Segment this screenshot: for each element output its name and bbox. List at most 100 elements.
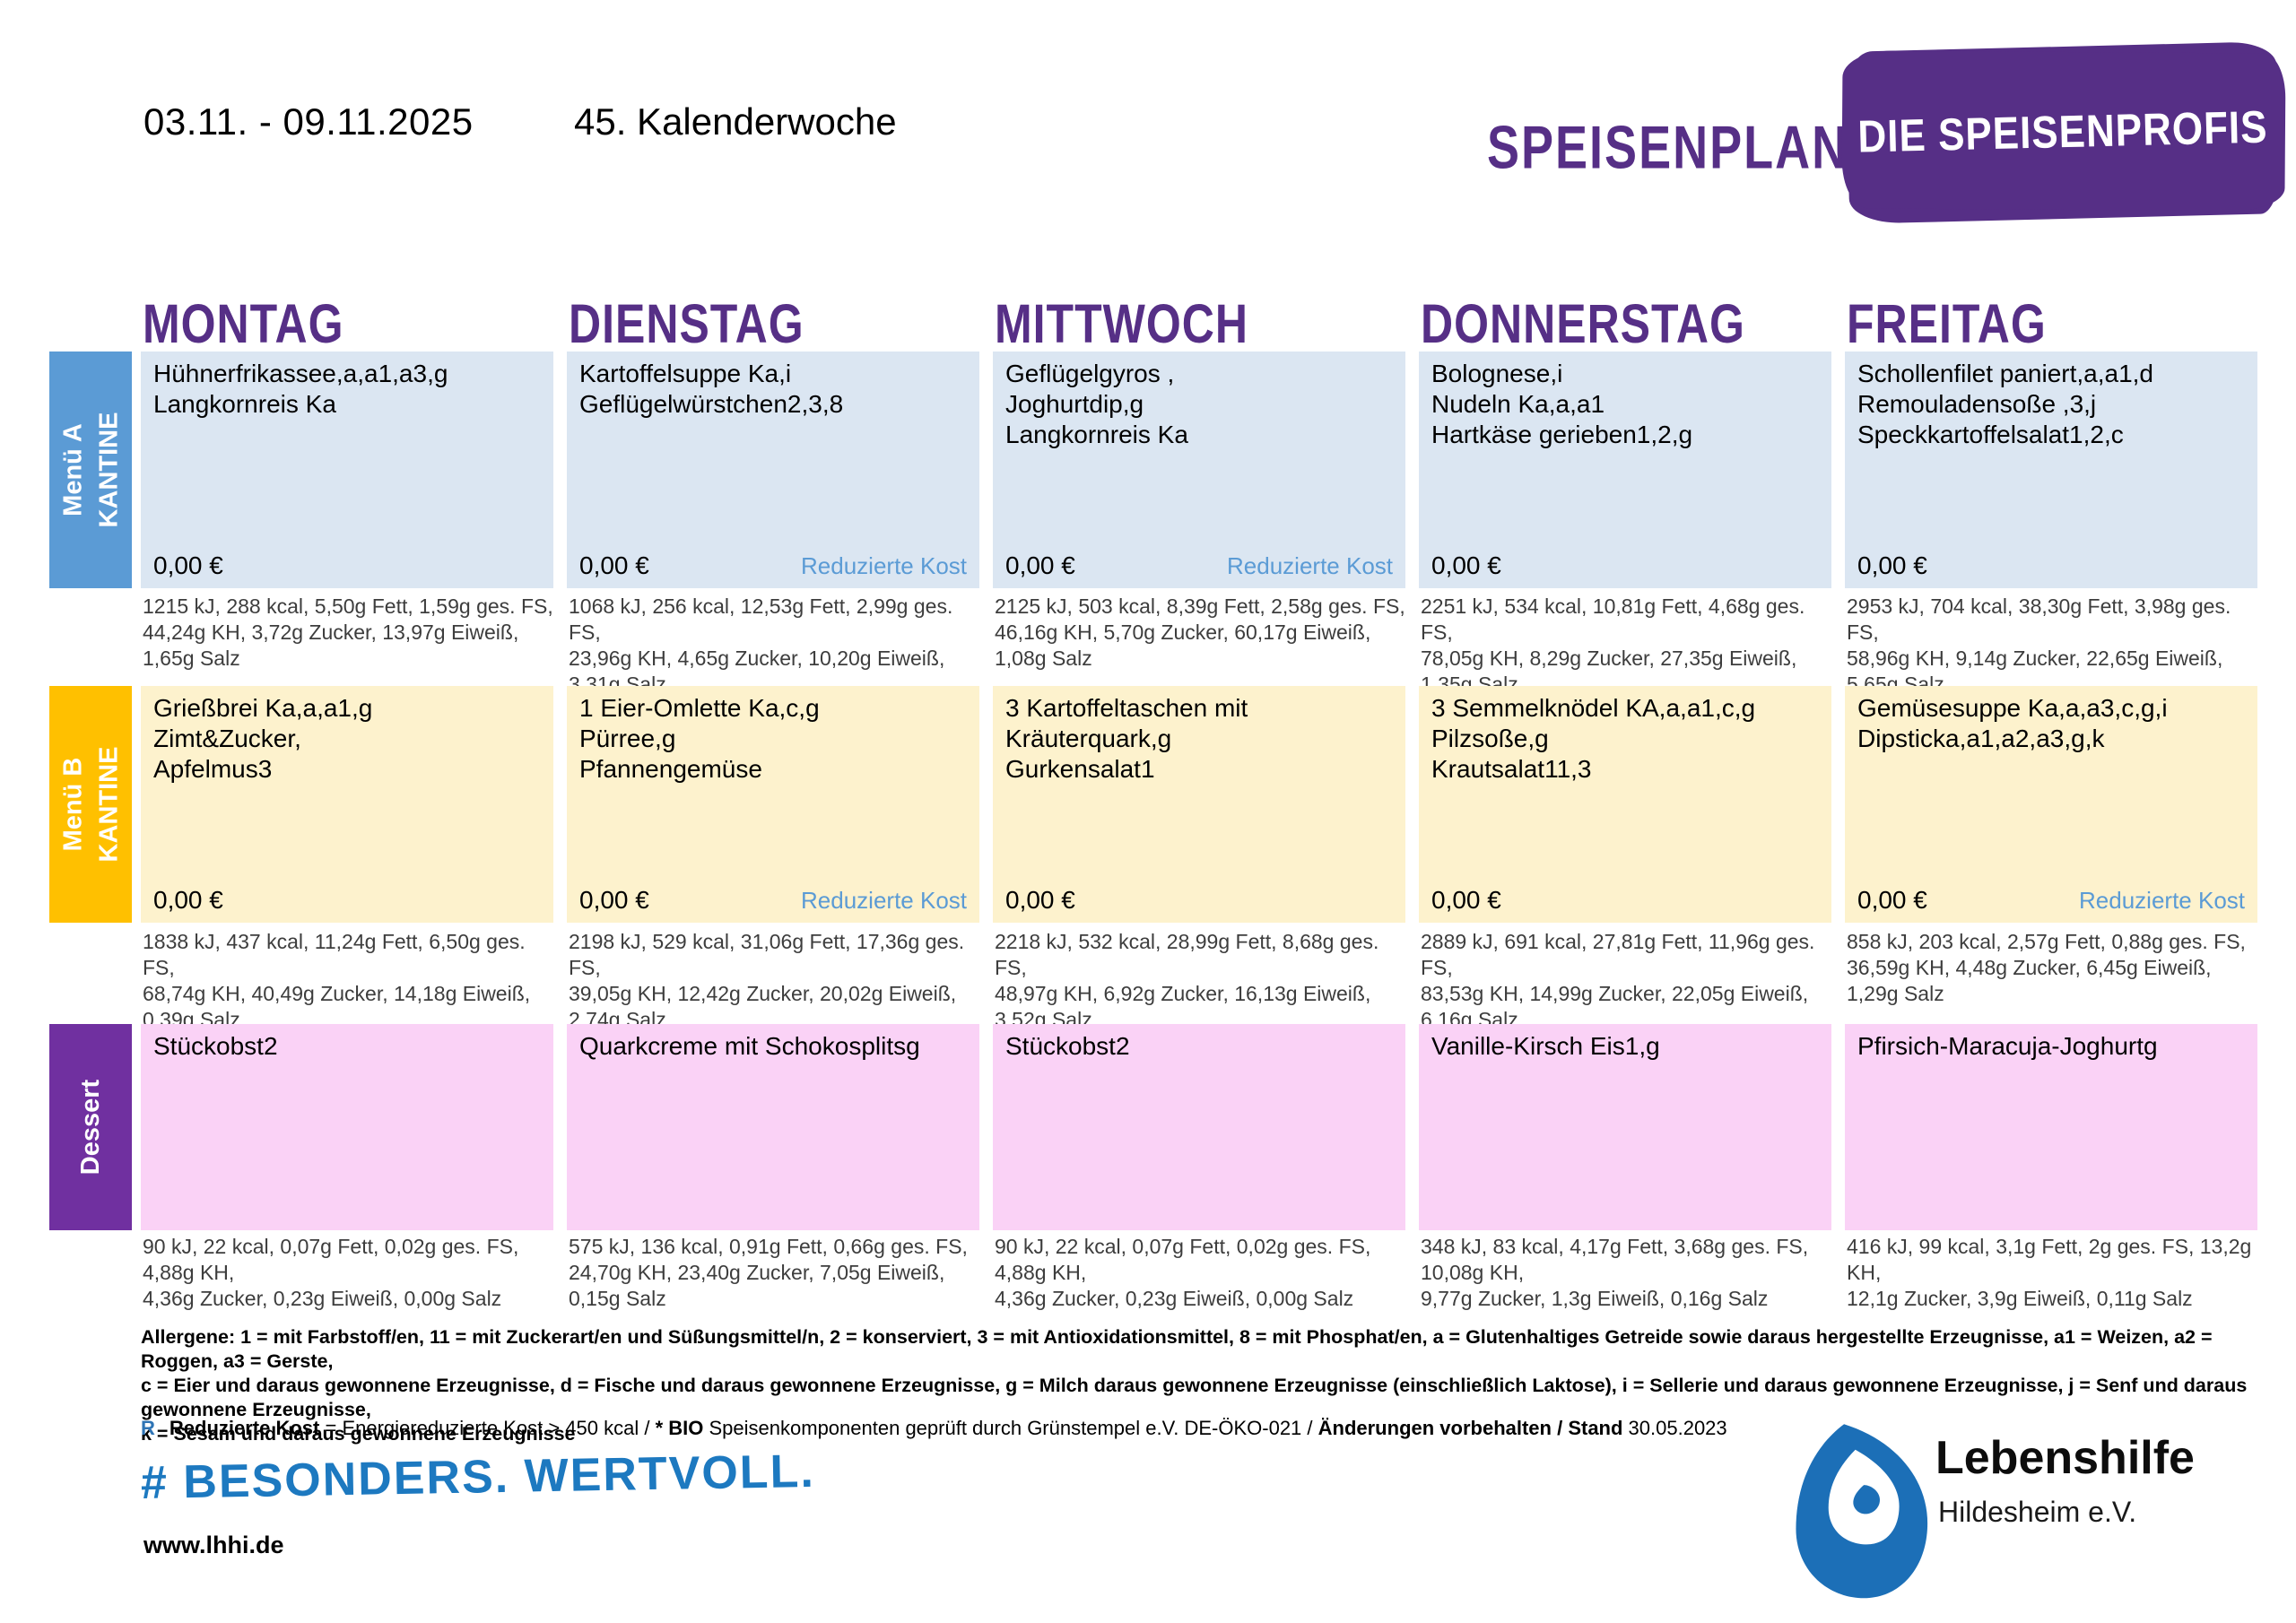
day-header: FREITAG — [1847, 293, 2047, 355]
nutrition-line: 2198 kJ, 529 kcal, 31,06g Fett, 17,36g g… — [569, 930, 965, 979]
nutrition-line: 1215 kJ, 288 kcal, 5,50g Fett, 1,59g ges… — [143, 595, 553, 618]
allergen-line: k = Sesam und daraus gewonnene Erzeugnis… — [141, 1423, 576, 1445]
nutrition-line: 2251 kJ, 534 kcal, 10,81g Fett, 4,68g ge… — [1421, 595, 1805, 644]
dessert-nutrition: 575 kJ, 136 kcal, 0,91g Fett, 0,66g ges.… — [569, 1234, 979, 1312]
nutrition-line: 44,24g KH, 3,72g Zucker, 13,97g Eiweiß, … — [143, 621, 519, 670]
allergen-legend: Allergene: 1 = mit Farbstoff/en, 11 = mi… — [141, 1325, 2266, 1446]
price: 0,00 € — [1857, 886, 1927, 914]
nutrition-line: 90 kJ, 22 kcal, 0,07g Fett, 0,02g ges. F… — [143, 1235, 519, 1284]
row-label-dessert: Dessert — [49, 1024, 132, 1230]
reduced-kost-note: R Reduzierte Kost = Energiereduzierte Kos… — [141, 1417, 1727, 1440]
price: 0,00 € — [579, 551, 649, 579]
nutrition-line: 2889 kJ, 691 kcal, 27,81g Fett, 11,96g g… — [1421, 930, 1815, 979]
menu-a-cell: Schollenfilet paniert,a,a1,d Remouladens… — [1845, 352, 2257, 588]
dish-line: Pürree,g — [579, 725, 676, 752]
dessert-nutrition: 90 kJ, 22 kcal, 0,07g Fett, 0,02g ges. F… — [143, 1234, 553, 1312]
menu-b-nutrition: 858 kJ, 203 kcal, 2,57g Fett, 0,88g ges.… — [1847, 929, 2257, 1007]
menu-a-nutrition: 1215 kJ, 288 kcal, 5,50g Fett, 1,59g ges… — [143, 594, 553, 672]
dish-line: Bolognese,i — [1431, 360, 1563, 387]
day-header: DONNERSTAG — [1421, 293, 1745, 355]
row-label-menu-a-line1: Menü A — [58, 423, 88, 516]
row-label-menu-a-line2: KANTINE — [94, 412, 124, 528]
dish-line: Vanille-Kirsch Eis1,g — [1431, 1032, 1660, 1060]
price: 0,00 € — [1857, 551, 1927, 579]
menu-b-cell: 3 Kartoffeltaschen mit Kräuterquark,g Gu… — [993, 686, 1405, 923]
note-text: = Energiereduzierte Kost > 450 kcal / — [319, 1417, 656, 1439]
day-column-donnerstag: DONNERSTAG Bolognese,i Nudeln Ka,a,a1 Ha… — [1419, 293, 1831, 1312]
day-header: DIENSTAG — [569, 293, 804, 355]
nutrition-line: 36,59g KH, 4,48g Zucker, 6,45g Eiweiß, 1… — [1847, 956, 2212, 1005]
day-column-montag: MONTAG Hühnerfrikassee,a,a1,a3,g Langkor… — [141, 293, 553, 1312]
menu-a-cell: Hühnerfrikassee,a,a1,a3,g Langkornreis K… — [141, 352, 553, 588]
menu-b-nutrition: 1838 kJ, 437 kcal, 11,24g Fett, 6,50g ge… — [143, 929, 553, 1033]
dessert-cell: Stückobst2 — [141, 1024, 553, 1230]
nutrition-line: 416 kJ, 99 kcal, 3,1g Fett, 2g ges. FS, … — [1847, 1235, 2252, 1284]
day-header: MONTAG — [143, 293, 344, 355]
dish-line: Pfannengemüse — [579, 755, 762, 783]
row-label-menu-a: Menü A KANTINE — [49, 352, 132, 588]
menu-a-nutrition: 2251 kJ, 534 kcal, 10,81g Fett, 4,68g ge… — [1421, 594, 1831, 698]
dessert-nutrition: 416 kJ, 99 kcal, 3,1g Fett, 2g ges. FS, … — [1847, 1234, 2257, 1312]
nutrition-line: 2953 kJ, 704 kcal, 38,30g Fett, 3,98g ge… — [1847, 595, 2231, 644]
day-column-freitag: FREITAG Schollenfilet paniert,a,a1,d Rem… — [1845, 293, 2257, 1312]
price-row: 0,00 € Reduzierte Kost — [579, 885, 967, 916]
dish-line: 3 Kartoffeltaschen mit Kräuterquark,g — [1005, 694, 1248, 752]
reduced-kost-label: Reduzierte Kost — [2079, 887, 2245, 914]
price-row: 0,00 € — [1857, 551, 2245, 581]
note-bold: Reduzierte Kost — [169, 1417, 320, 1439]
price: 0,00 € — [1431, 551, 1501, 579]
nutrition-line: 2218 kJ, 532 kcal, 28,99g Fett, 8,68g ge… — [995, 930, 1379, 979]
dish-line: Stückobst2 — [1005, 1032, 1130, 1060]
reduced-kost-label: Reduzierte Kost — [801, 887, 967, 914]
menu-b-nutrition: 2889 kJ, 691 kcal, 27,81g Fett, 11,96g g… — [1421, 929, 1831, 1033]
brand-logo: DIE SPEISENPROFIS — [1845, 41, 2281, 224]
row-label-menu-b-line2: KANTINE — [94, 746, 124, 863]
dish-line: Stückobst2 — [153, 1032, 278, 1060]
nutrition-line: 39,05g KH, 12,42g Zucker, 20,02g Eiweiß,… — [569, 982, 957, 1031]
note-bold: Änderungen vorbehalten / Stand — [1318, 1417, 1623, 1439]
brand-logo-text: DIE SPEISENPROFIS — [1857, 101, 2269, 163]
dish-line: Zimt&Zucker, — [153, 725, 301, 752]
menu-a-nutrition: 2953 kJ, 704 kcal, 38,30g Fett, 3,98g ge… — [1847, 594, 2257, 698]
date-range: 03.11. - 09.11.2025 — [144, 100, 474, 143]
note-bold: * BIO — [655, 1417, 704, 1439]
row-label-dessert-line1: Dessert — [76, 1079, 105, 1176]
nutrition-line: 9,77g Zucker, 1,3g Eiweiß, 0,16g Salz — [1421, 1287, 1769, 1310]
dish-line: 3 Semmelknödel KA,a,a1,c,g — [1431, 694, 1756, 722]
note-text: Speisenkomponenten geprüft durch Grünste… — [703, 1417, 1318, 1439]
price-row: 0,00 € Reduzierte Kost — [1005, 551, 1393, 581]
price: 0,00 € — [1005, 886, 1075, 914]
dish-line: Langkornreis Ka — [1005, 421, 1188, 448]
slogan-hashtag: # BESONDERS. WERTVOLL. — [140, 1445, 816, 1509]
menu-a-nutrition: 1068 kJ, 256 kcal, 12,53g Fett, 2,99g ge… — [569, 594, 979, 698]
dish-line: Kartoffelsuppe Ka,i — [579, 360, 792, 387]
dish-line: Joghurtdip,g — [1005, 390, 1144, 418]
dessert-cell: Pfirsich-Maracuja-Joghurtg — [1845, 1024, 2257, 1230]
menu-b-nutrition: 2198 kJ, 529 kcal, 31,06g Fett, 17,36g g… — [569, 929, 979, 1033]
dish-line: Gurkensalat1 — [1005, 755, 1155, 783]
menu-b-cell: 1 Eier-Omlette Ka,c,g Pürree,g Pfannenge… — [567, 686, 979, 923]
nutrition-line: 4,36g Zucker, 0,23g Eiweiß, 0,00g Salz — [143, 1287, 502, 1310]
nutrition-line: 46,16g KH, 5,70g Zucker, 60,17g Eiweiß, … — [995, 621, 1371, 670]
reduced-kost-label: Reduzierte Kost — [1227, 552, 1393, 579]
day-column-dienstag: DIENSTAG Kartoffelsuppe Ka,i Geflügelwür… — [567, 293, 979, 1312]
allergen-line: Allergene: 1 = mit Farbstoff/en, 11 = mi… — [141, 1326, 2213, 1372]
nutrition-line: 1838 kJ, 437 kcal, 11,24g Fett, 6,50g ge… — [143, 930, 526, 979]
dessert-nutrition: 348 kJ, 83 kcal, 4,17g Fett, 3,68g ges. … — [1421, 1234, 1831, 1312]
menu-a-nutrition: 2125 kJ, 503 kcal, 8,39g Fett, 2,58g ges… — [995, 594, 1405, 672]
dish-line: Geflügelwürstchen2,3,8 — [579, 390, 844, 418]
price: 0,00 € — [153, 886, 223, 914]
price-row: 0,00 € — [1005, 885, 1393, 916]
dish-line: Speckkartoffelsalat1,2,c — [1857, 421, 2124, 448]
price: 0,00 € — [1431, 886, 1501, 914]
menu-b-cell: Grießbrei Ka,a,a1,g Zimt&Zucker, Apfelmu… — [141, 686, 553, 923]
calendar-week: 45. Kalenderwoche — [574, 100, 897, 143]
menu-a-cell: Geflügelgyros , Joghurtdip,g Langkornrei… — [993, 352, 1405, 588]
dish-line: Apfelmus3 — [153, 755, 273, 783]
day-header: MITTWOCH — [995, 293, 1248, 355]
dish-line: Hühnerfrikassee,a,a1,a3,g — [153, 360, 448, 387]
reduced-kost-label: Reduzierte Kost — [801, 552, 967, 579]
price-row: 0,00 € — [153, 551, 541, 581]
dish-line: Quarkcreme mit Schokosplitsg — [579, 1032, 920, 1060]
dish-line: Pilzsoße,g — [1431, 725, 1549, 752]
